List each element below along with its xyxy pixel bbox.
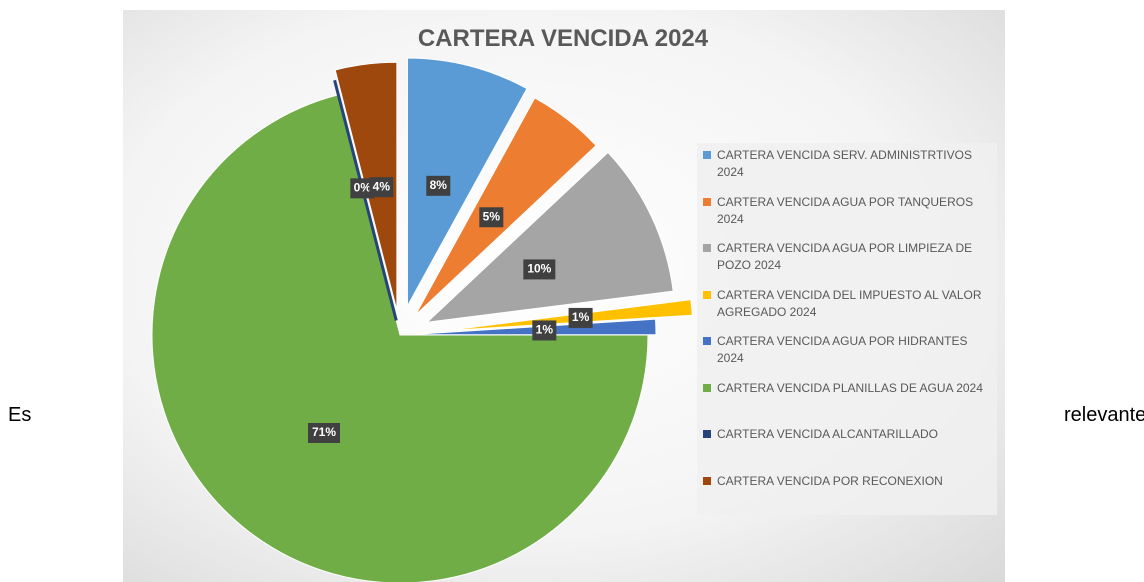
data-label: 1% bbox=[572, 310, 590, 324]
legend-item: CARTERA VENCIDA ALCANTARILLADO bbox=[703, 426, 991, 473]
chart-svg: CARTERA VENCIDA 2024 8% 5% 10% 1% 1% 71% 0% 4% bbox=[151, 25, 709, 582]
data-label-box bbox=[523, 259, 556, 280]
data-label: 4% bbox=[373, 179, 391, 193]
paragraph-text: Es bbox=[8, 404, 32, 426]
pie-slice bbox=[425, 151, 674, 323]
data-label: 1% bbox=[536, 323, 554, 337]
pie-slice bbox=[406, 57, 528, 307]
legend-label: CARTERA VENCIDA AGUA POR HIDRANTES 2024 bbox=[717, 334, 968, 365]
legend-item: CARTERA VENCIDA AGUA POR LIMPIEZA DE POZ… bbox=[703, 240, 991, 287]
pie-slice bbox=[444, 299, 693, 332]
legend-item: CARTERA VENCIDA DEL IMPUESTO AL VALOR AG… bbox=[703, 287, 991, 334]
data-label: 5% bbox=[483, 209, 501, 223]
chart-title: CARTERA VENCIDA 2024 bbox=[418, 25, 709, 52]
legend-swatch bbox=[703, 244, 711, 252]
legend-label: CARTERA VENCIDA DEL IMPUESTO AL VALOR AG… bbox=[717, 287, 982, 319]
legend-item: CARTERA VENCIDA PLANILLAS DE AGUA 2024 bbox=[703, 380, 991, 427]
legend-label: CARTERA VENCIDA POR RECONEXION bbox=[717, 473, 943, 488]
data-label: 10% bbox=[527, 262, 551, 276]
legend-swatch bbox=[703, 430, 711, 438]
data-label-box bbox=[532, 320, 557, 341]
legend-item: CARTERA VENCIDA SERV. ADMINISTRTIVOS 202… bbox=[703, 147, 991, 194]
legend-item: CARTERA VENCIDA AGUA POR HIDRANTES 2024 bbox=[703, 333, 991, 380]
data-label: 0% bbox=[354, 181, 372, 195]
data-label-box bbox=[369, 177, 394, 198]
pie-slice bbox=[333, 79, 398, 321]
data-label: 71% bbox=[312, 425, 336, 439]
legend-label: CARTERA VENCIDA AGUA POR TANQUEROS 2024 bbox=[717, 194, 974, 226]
legend-label: CARTERA VENCIDA PLANILLAS DE AGUA 2024 bbox=[717, 380, 983, 395]
pie-slice bbox=[151, 94, 649, 582]
legend-item: CARTERA VENCIDA POR RECONEXION bbox=[703, 473, 991, 520]
pie-slice bbox=[414, 97, 597, 316]
legend-label: CARTERA VENCIDA AGUA POR LIMPIEZA DE POZ… bbox=[717, 241, 973, 272]
legend-swatch bbox=[703, 476, 711, 485]
chart: CARTERA VENCIDA 2024 8% 5% 10% 1% 1% 71% 0% 4% … bbox=[123, 10, 1005, 582]
legend-item: CARTERA VENCIDA AGUA POR TANQUEROS 2024 bbox=[703, 194, 991, 241]
legend-swatch bbox=[703, 197, 711, 206]
legend: CARTERA VENCIDA SERV. ADMINISTRTIVOS 202… bbox=[697, 143, 997, 515]
data-label-box bbox=[479, 207, 504, 228]
paragraph-text: relevante bbox=[1064, 404, 1144, 426]
data-label-box bbox=[307, 422, 340, 443]
data-label-box bbox=[426, 175, 451, 196]
data-label: 8% bbox=[430, 178, 448, 192]
data-label-box bbox=[350, 178, 375, 199]
legend-label: CARTERA VENCIDA ALCANTARILLADO bbox=[717, 427, 938, 441]
legend-swatch bbox=[703, 290, 711, 299]
legend-swatch bbox=[703, 337, 711, 345]
legend-swatch bbox=[703, 383, 711, 392]
legend-swatch bbox=[703, 151, 711, 159]
legend-label: CARTERA VENCIDA SERV. ADMINISTRTIVOS 202… bbox=[717, 148, 972, 179]
data-label-box bbox=[568, 307, 593, 328]
pie-slice bbox=[407, 318, 657, 336]
